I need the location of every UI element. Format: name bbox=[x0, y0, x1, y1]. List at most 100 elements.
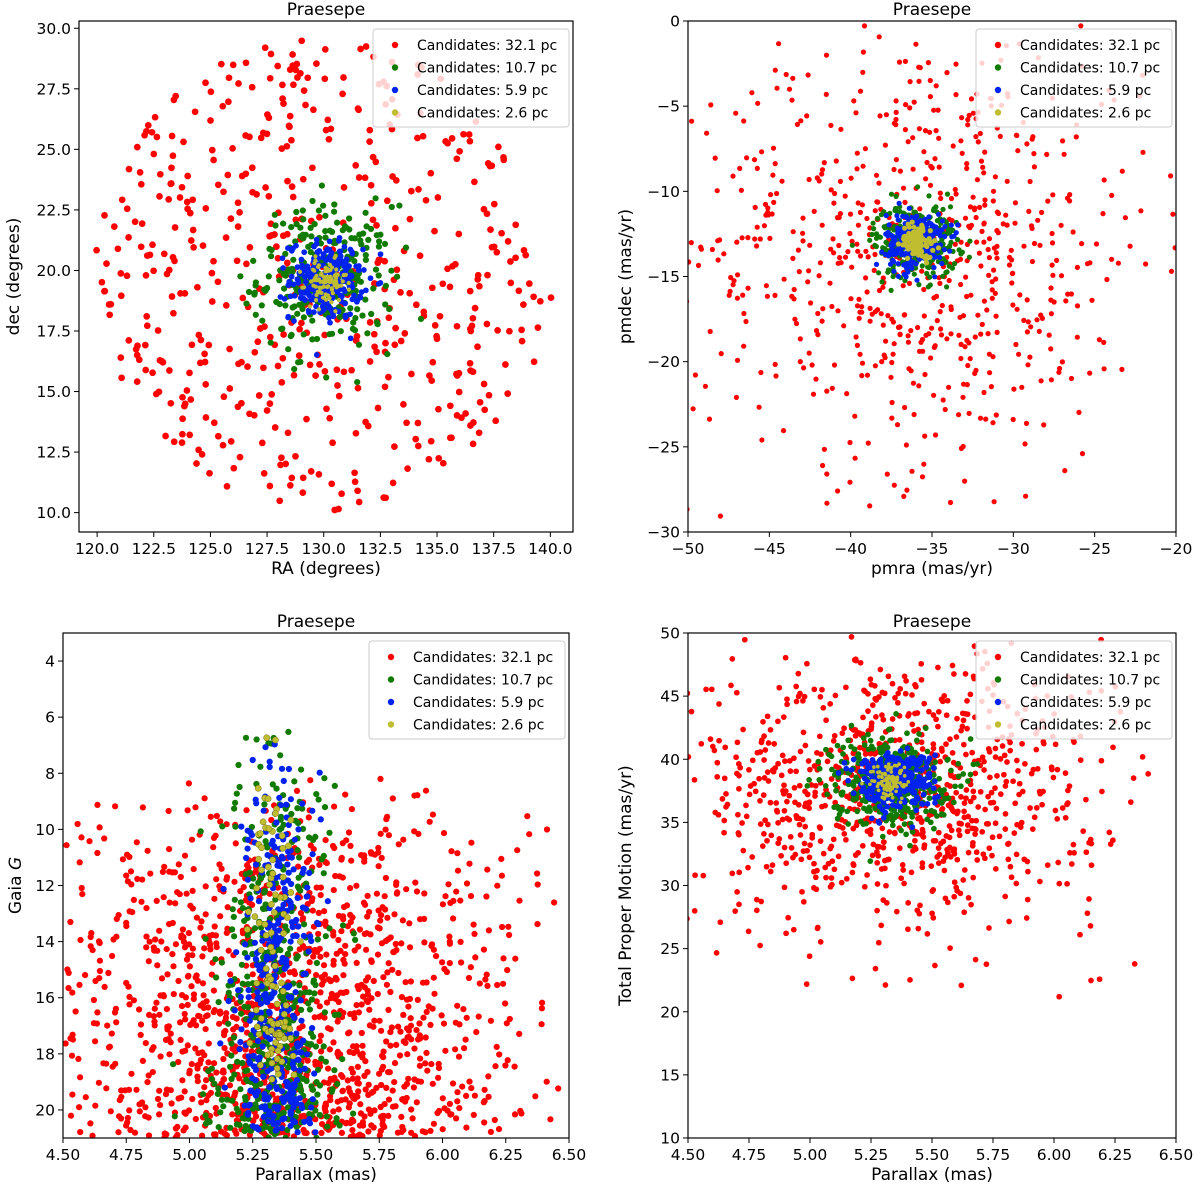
data-point bbox=[150, 1013, 157, 1020]
data-point bbox=[444, 139, 451, 147]
data-point bbox=[341, 960, 348, 967]
data-point bbox=[323, 860, 330, 867]
data-point bbox=[962, 478, 968, 484]
data-point bbox=[154, 1095, 162, 1103]
data-point bbox=[937, 254, 943, 260]
data-point bbox=[350, 1043, 357, 1050]
data-point bbox=[288, 474, 296, 482]
data-point bbox=[239, 905, 246, 912]
data-point bbox=[210, 156, 217, 164]
data-point bbox=[806, 350, 812, 356]
data-point bbox=[895, 261, 901, 267]
data-point bbox=[455, 1053, 463, 1060]
data-point bbox=[534, 870, 541, 877]
data-point bbox=[955, 222, 961, 228]
data-point bbox=[280, 1010, 288, 1018]
data-point bbox=[1140, 149, 1146, 155]
data-point bbox=[876, 287, 883, 294]
data-point bbox=[714, 188, 720, 194]
data-point bbox=[299, 306, 306, 313]
data-point bbox=[896, 200, 902, 206]
series-1 bbox=[650, 23, 1176, 519]
data-point bbox=[911, 239, 917, 245]
data-point bbox=[352, 429, 360, 437]
data-point bbox=[757, 236, 763, 242]
data-point bbox=[905, 246, 911, 252]
data-point bbox=[351, 478, 359, 486]
data-point bbox=[197, 828, 204, 835]
data-point bbox=[199, 1132, 206, 1138]
data-point bbox=[484, 982, 491, 990]
data-point bbox=[471, 178, 478, 186]
data-point bbox=[824, 388, 830, 394]
data-point bbox=[926, 193, 932, 199]
data-point bbox=[251, 925, 259, 932]
data-point bbox=[469, 368, 477, 376]
data-point bbox=[258, 302, 265, 309]
data-point bbox=[166, 367, 173, 374]
data-point bbox=[534, 921, 541, 928]
data-point bbox=[231, 896, 238, 903]
data-point bbox=[806, 268, 812, 274]
data-point bbox=[894, 213, 900, 219]
data-point bbox=[913, 41, 919, 47]
data-point bbox=[22, 1040, 28, 1046]
data-point bbox=[175, 861, 182, 868]
data-point bbox=[543, 1078, 550, 1085]
data-point bbox=[754, 165, 760, 171]
chart-title: Praesepe bbox=[287, 0, 365, 20]
data-point bbox=[269, 870, 277, 877]
data-point bbox=[1006, 262, 1013, 268]
data-point bbox=[357, 294, 364, 301]
data-point bbox=[187, 902, 194, 909]
data-point bbox=[244, 363, 251, 370]
data-point bbox=[179, 926, 186, 933]
data-point bbox=[895, 217, 901, 223]
data-point bbox=[213, 944, 220, 951]
data-point bbox=[483, 893, 490, 900]
data-point bbox=[908, 328, 914, 334]
data-point bbox=[956, 412, 962, 418]
data-point bbox=[143, 313, 151, 320]
data-point bbox=[495, 1126, 503, 1133]
data-point bbox=[1065, 291, 1071, 297]
data-point bbox=[911, 99, 917, 105]
data-point bbox=[220, 188, 227, 196]
data-point bbox=[406, 944, 414, 951]
data-point bbox=[869, 231, 875, 238]
data-point bbox=[900, 283, 906, 289]
data-point bbox=[326, 275, 331, 280]
data-point bbox=[336, 313, 343, 321]
data-point bbox=[92, 1038, 99, 1045]
data-point bbox=[127, 1126, 134, 1134]
data-point bbox=[386, 306, 393, 313]
data-point bbox=[291, 836, 298, 843]
data-point bbox=[650, 135, 655, 140]
data-point bbox=[789, 293, 795, 299]
data-point bbox=[267, 901, 275, 908]
data-point bbox=[202, 935, 209, 942]
data-point bbox=[1138, 208, 1144, 214]
data-point bbox=[504, 1057, 511, 1064]
data-point bbox=[252, 868, 259, 875]
data-point bbox=[95, 1079, 102, 1086]
data-point bbox=[285, 842, 292, 850]
data-point bbox=[188, 1061, 195, 1068]
data-point bbox=[279, 1116, 286, 1123]
data-point bbox=[322, 933, 329, 940]
data-point bbox=[1050, 192, 1056, 198]
data-point bbox=[364, 991, 372, 998]
data-point bbox=[506, 1015, 513, 1023]
data-point bbox=[259, 129, 267, 137]
data-point bbox=[134, 342, 141, 350]
data-point bbox=[351, 327, 359, 334]
data-point bbox=[244, 973, 251, 980]
data-point bbox=[823, 52, 830, 58]
data-point bbox=[398, 1113, 405, 1120]
data-point bbox=[453, 888, 460, 895]
data-point bbox=[320, 1043, 327, 1050]
data-point bbox=[320, 870, 327, 877]
data-point bbox=[96, 824, 103, 831]
data-point bbox=[329, 228, 336, 235]
data-point bbox=[292, 452, 299, 460]
